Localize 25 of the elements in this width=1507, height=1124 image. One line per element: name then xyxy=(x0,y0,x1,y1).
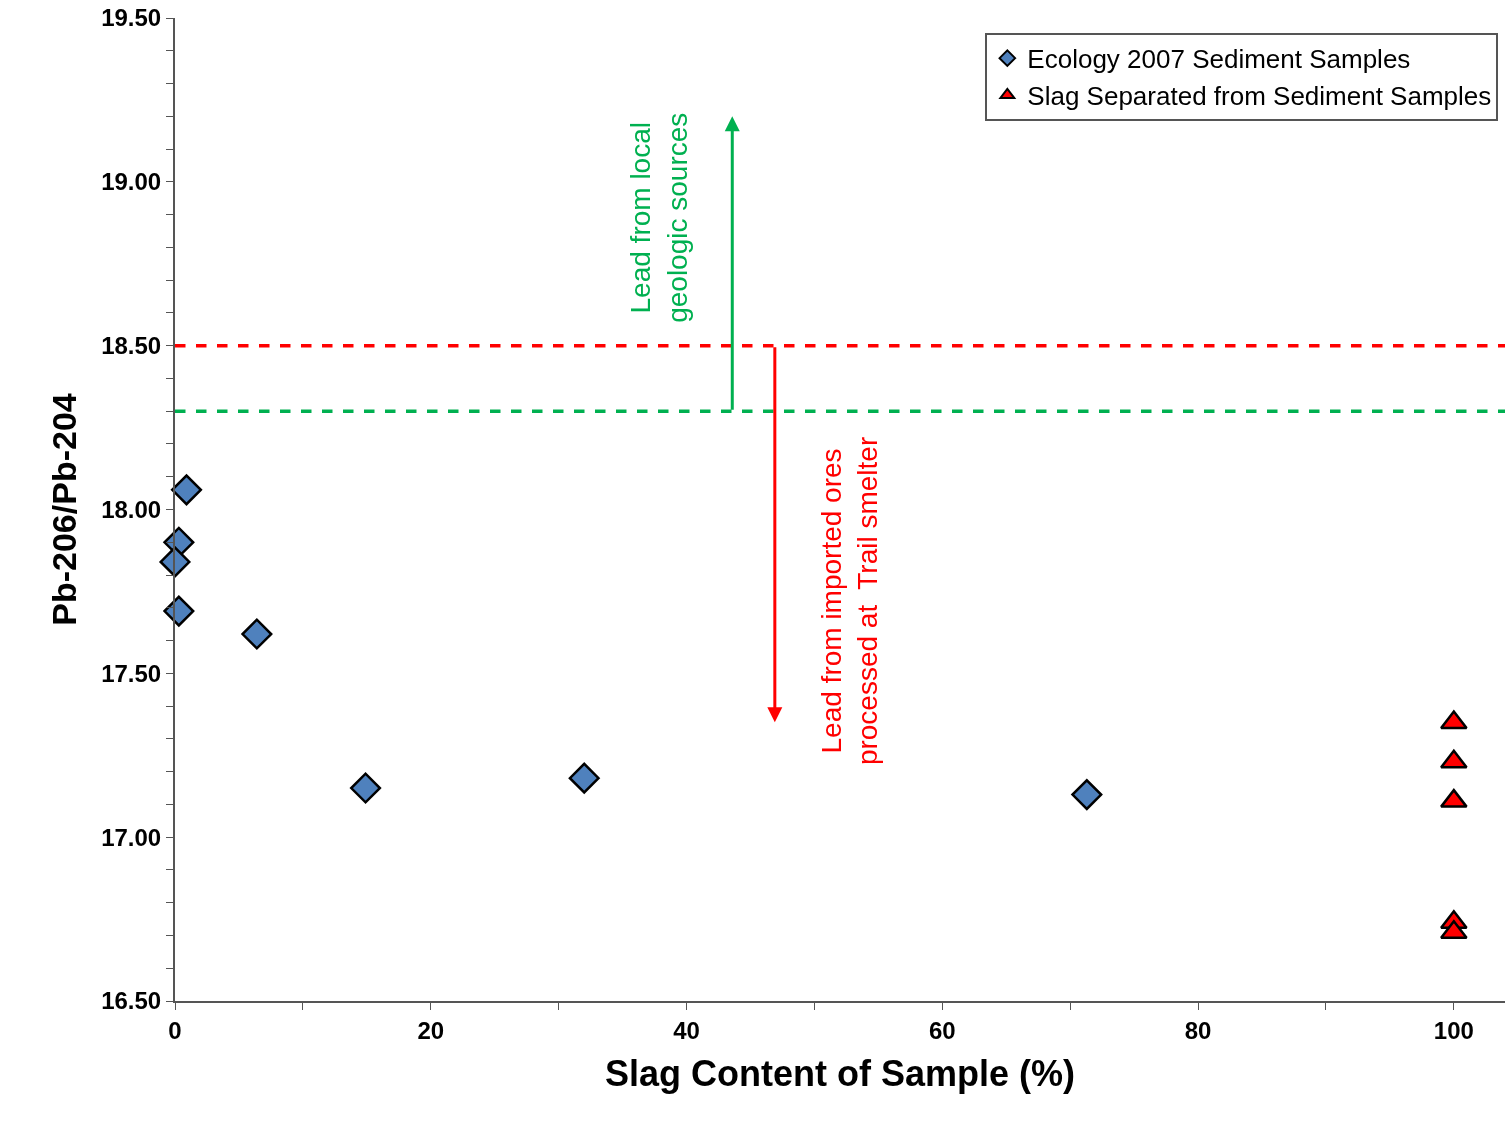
annotation: Lead from local geologic sources xyxy=(625,112,693,323)
point xyxy=(350,772,382,804)
legend-label: Ecology 2007 Sediment Samples xyxy=(1027,44,1411,75)
x-tick-label: 80 xyxy=(1184,1016,1212,1044)
y-tick-label: 16.50 xyxy=(101,987,162,1015)
x-tick-label: 40 xyxy=(673,1016,700,1044)
x-tick-label: 0 xyxy=(168,1016,182,1044)
y-tick-label: 18.00 xyxy=(101,495,162,523)
y-tick-label: 17.50 xyxy=(101,659,162,687)
point xyxy=(241,618,273,650)
point xyxy=(159,546,191,578)
x-tick-label: 20 xyxy=(417,1016,445,1044)
y-tick-label: 18.50 xyxy=(101,332,162,360)
annotation: Lead from imported ores processed at Trail smelter xyxy=(815,436,883,766)
y-tick-label: 17.00 xyxy=(101,823,162,851)
y-tick-label: 19.00 xyxy=(101,168,162,196)
y-tick-label: 19.50 xyxy=(101,4,162,32)
x-tick-label: 100 xyxy=(1433,1016,1474,1044)
point xyxy=(170,474,203,506)
x-axis-title: Slag Content of Sample (%) xyxy=(604,1053,1076,1094)
x-tick-label: 60 xyxy=(928,1016,956,1044)
point xyxy=(163,595,195,627)
point xyxy=(568,762,600,794)
legend-label: Slag Separated from Sediment Samples xyxy=(1027,81,1492,112)
y-axis-title: Pb-206/Pb-204 xyxy=(45,393,84,626)
